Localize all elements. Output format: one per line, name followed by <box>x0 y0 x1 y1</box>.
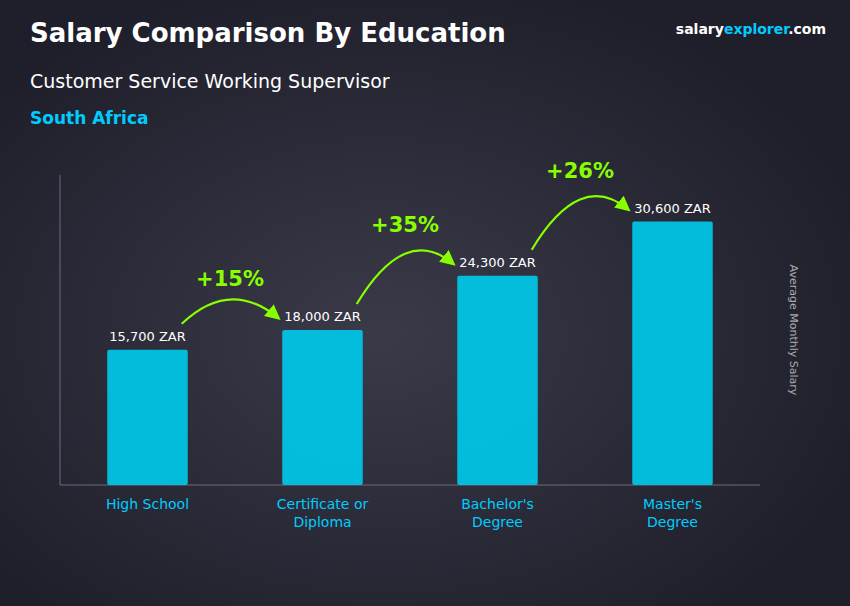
data-label: 15,700 ZAR <box>109 329 185 344</box>
y-axis-line <box>60 175 61 485</box>
category-label-line: Master's <box>643 496 702 512</box>
bar <box>282 330 363 485</box>
category-label-line: Diploma <box>293 514 351 530</box>
pct-change: +26% <box>546 159 614 183</box>
change-arrow <box>357 250 454 304</box>
bar <box>457 276 538 485</box>
category-label-line: Degree <box>472 514 523 530</box>
category-label-line: Bachelor's <box>461 496 534 512</box>
category-label: Bachelor's Degree <box>461 496 534 530</box>
brand: salaryexplorer.com <box>676 21 826 37</box>
country: South Africa <box>30 108 149 128</box>
change-arrow <box>532 196 629 250</box>
category-label-line: Degree <box>647 514 698 530</box>
data-label: 18,000 ZAR <box>284 309 360 324</box>
background <box>0 0 850 606</box>
category-label-line: Certificate or <box>277 496 369 512</box>
change-arrow <box>182 299 279 323</box>
category-label-line: High School <box>106 496 189 512</box>
brand-part: salary <box>676 21 724 37</box>
bar <box>107 350 188 485</box>
brand-part: explorer <box>724 21 790 37</box>
y-axis-label: Average Monthly Salary <box>787 265 800 396</box>
chart-container: Salary Comparison By Education Customer S… <box>0 0 850 606</box>
category-label: Certificate or Diploma <box>277 496 369 530</box>
data-label: 30,600 ZAR <box>634 201 710 216</box>
pct-change: +35% <box>371 213 439 237</box>
category-label: Master's Degree <box>643 496 702 530</box>
data-label: 24,300 ZAR <box>459 255 535 270</box>
brand-part: .com <box>788 21 826 37</box>
category-label: High School <box>106 496 189 512</box>
pct-change: +15% <box>196 267 264 291</box>
chart-svg: Salary Comparison By Education Customer S… <box>0 0 850 606</box>
title: Salary Comparison By Education <box>30 18 506 48</box>
subtitle: Customer Service Working Supervisor <box>30 70 390 92</box>
bars <box>107 222 713 486</box>
bar <box>632 222 713 486</box>
